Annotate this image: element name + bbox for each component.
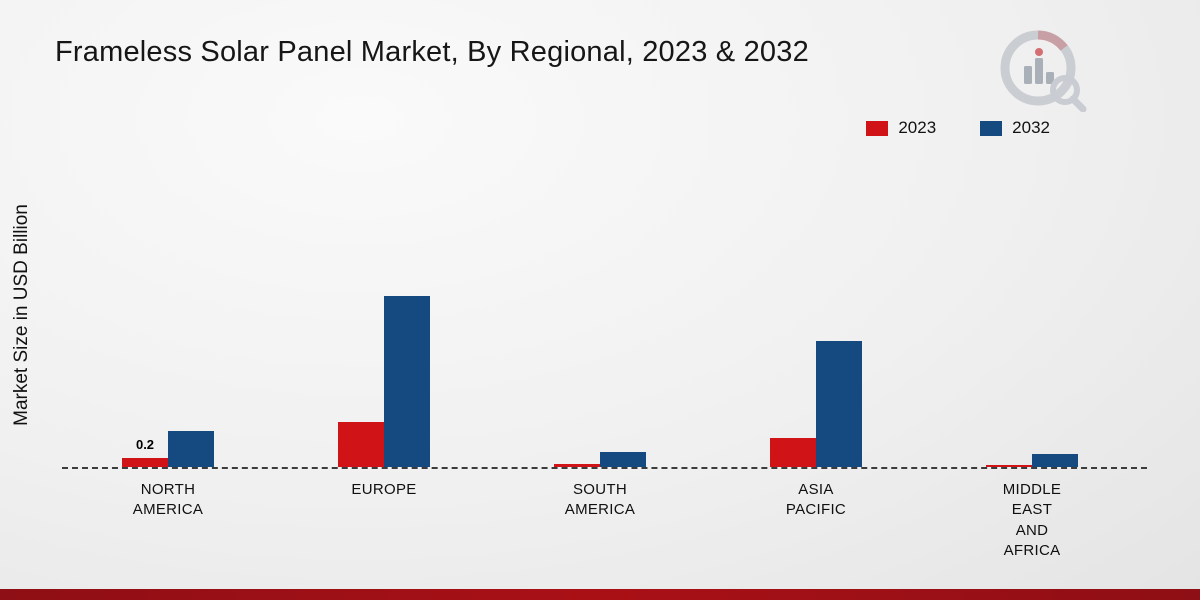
bar-2023-middle-east-and-africa	[986, 464, 1032, 467]
category-label-europe: EUROPE	[351, 481, 417, 498]
legend-item-2023: 2023	[866, 118, 936, 138]
bar-value-label-2023-north-america: 0.2	[135, 437, 155, 452]
bar-2023-south-america	[554, 463, 600, 467]
bars-middle-east-and-africa	[986, 267, 1078, 467]
bar-group-north-america: 0.2 NORTH AMERICA	[60, 267, 276, 561]
legend-swatch-2032	[980, 120, 1003, 136]
bar-group-south-america: SOUTH AMERICA	[492, 267, 708, 561]
y-axis-label: Market Size in USD Billion	[11, 204, 32, 426]
bar-2032-middle-east-and-africa	[1032, 453, 1078, 467]
plot-area: 0.2 NORTH AMERICA EUROPE SOUTH AMERICA ASIA …	[60, 267, 1140, 561]
legend-label-2032: 2032	[1012, 118, 1050, 137]
bar-group-europe: EUROPE	[276, 267, 492, 561]
chart-title: Frameless Solar Panel Market, By Regiona…	[55, 36, 809, 68]
bar-2023-europe	[338, 422, 384, 467]
bar-2023-asia-pacific	[770, 437, 816, 467]
category-label-middle-east-and-africa: MIDDLE EAST AND AFRICA	[1002, 481, 1062, 559]
category-label-south-america: SOUTH AMERICA	[564, 481, 636, 519]
bar-group-middle-east-and-africa: MIDDLE EAST AND AFRICA	[924, 267, 1140, 561]
legend-label-2023: 2023	[898, 118, 937, 137]
legend: 2023 2032	[866, 118, 1050, 138]
mrfr-logo-graphic	[1000, 30, 1087, 113]
bottom-accent-strip	[0, 589, 1200, 600]
bar-group-asia-pacific: ASIA PACIFIC	[708, 267, 924, 561]
bars-row: 0.2 NORTH AMERICA EUROPE SOUTH AMERICA ASIA …	[60, 267, 1140, 561]
category-label-asia-pacific: ASIA PACIFIC	[785, 481, 847, 519]
bars-europe	[338, 267, 430, 467]
bar-2032-north-america	[168, 431, 214, 467]
bars-asia-pacific	[770, 267, 862, 467]
x-axis-baseline	[62, 467, 1147, 469]
mrfr-logo	[998, 28, 1090, 117]
legend-swatch-2023	[866, 120, 889, 136]
bar-2032-europe	[384, 296, 430, 467]
legend-item-2032: 2032	[980, 118, 1050, 138]
bars-south-america	[554, 267, 646, 467]
bar-2032-south-america	[600, 452, 646, 467]
bar-2023-north-america: 0.2	[122, 437, 168, 467]
bar-2032-asia-pacific	[816, 341, 862, 467]
bars-north-america: 0.2	[122, 267, 214, 467]
category-label-north-america: NORTH AMERICA	[132, 481, 204, 519]
